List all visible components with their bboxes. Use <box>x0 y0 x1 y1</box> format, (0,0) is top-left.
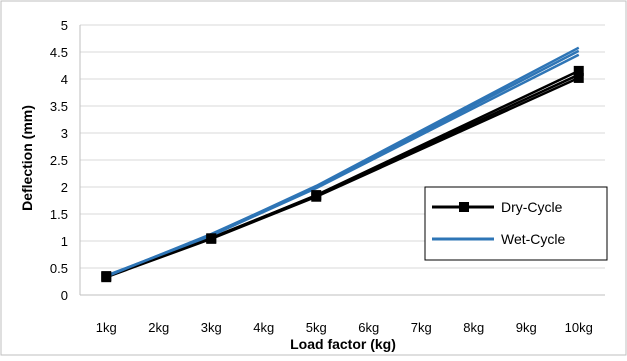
y-axis-title: Deflection (mm) <box>19 105 35 211</box>
y-tick-label: 4.5 <box>50 45 68 60</box>
data-point-dry-cycle <box>573 65 584 76</box>
x-tick-label: 8kg <box>463 320 484 335</box>
x-tick-label: 10kg <box>565 320 593 335</box>
x-tick-label: 3kg <box>201 320 222 335</box>
legend: Dry-Cycle Wet-Cycle <box>424 186 608 261</box>
data-point-dry-cycle <box>311 191 322 202</box>
x-axis-title: Load factor (kg) <box>290 336 396 352</box>
legend-box <box>424 186 608 261</box>
x-tick-label: 4kg <box>253 320 274 335</box>
axes <box>79 25 605 296</box>
y-tick-label: 5 <box>61 18 68 33</box>
x-tick-label: 9kg <box>516 320 537 335</box>
y-tick-label: 0.5 <box>50 261 68 276</box>
data-point-dry-cycle <box>101 272 112 283</box>
y-tick-label: 3.5 <box>50 99 68 114</box>
legend-wet-cycle-label: Wet-Cycle <box>501 231 566 247</box>
tick-labels: 0 0.5 1 1.5 2 2.5 3 3.5 4 4.5 5 1kg 2kg 3kg 4kg 5kg 6kg 7… <box>50 18 593 335</box>
legend-dry-cycle-label: Dry-Cycle <box>501 199 563 215</box>
y-tick-label: 2 <box>61 180 68 195</box>
x-tick-label: 6kg <box>358 320 379 335</box>
legend-dry-cycle-marker <box>459 202 469 212</box>
x-tick-label: 7kg <box>411 320 432 335</box>
series-lines <box>101 46 584 283</box>
series-line-dry-cycle <box>105 73 580 278</box>
data-point-dry-cycle <box>206 233 217 244</box>
series-line-wet-cycle <box>105 49 580 278</box>
y-tick-label: 1 <box>61 234 68 249</box>
y-tick-label: 3 <box>61 126 68 141</box>
y-tick-label: 1.5 <box>50 207 68 222</box>
data-point-dry-cycle <box>573 72 584 83</box>
x-tick-label: 2kg <box>148 320 169 335</box>
gridlines <box>80 24 605 269</box>
y-tick-label: 0 <box>61 288 68 303</box>
x-tick-label: 5kg <box>306 320 327 335</box>
y-tick-label: 2.5 <box>50 153 68 168</box>
x-tick-label: 1kg <box>96 320 117 335</box>
y-tick-label: 4 <box>61 72 68 87</box>
